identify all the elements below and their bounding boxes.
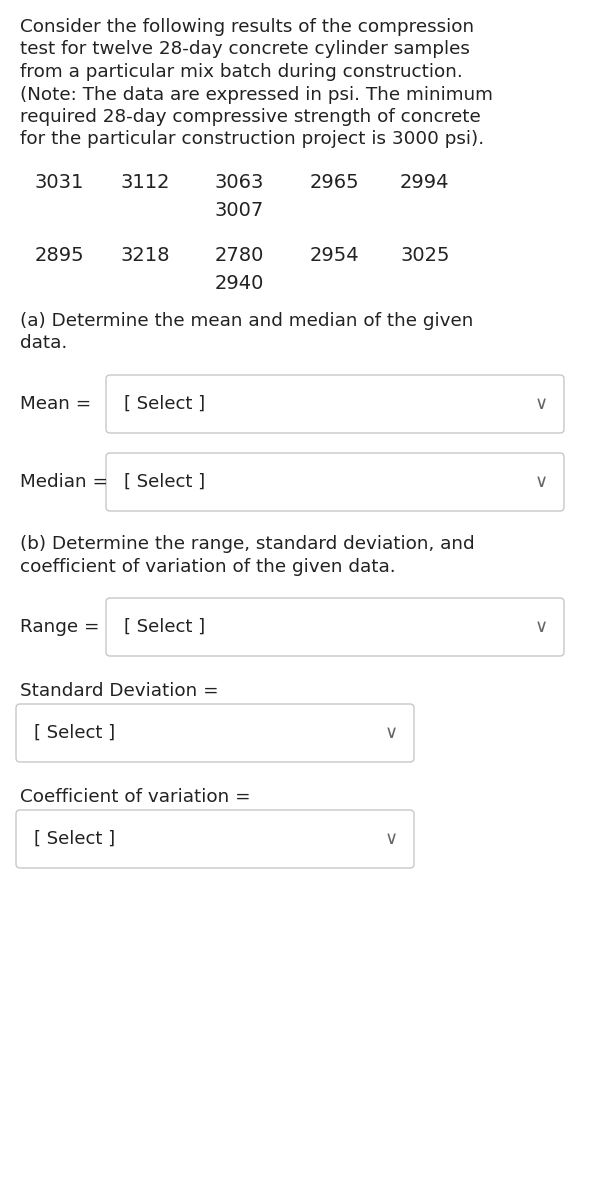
Text: Consider the following results of the compression: Consider the following results of the co…	[20, 18, 474, 36]
Text: 3112: 3112	[120, 173, 170, 192]
Text: ∨: ∨	[535, 473, 548, 491]
Text: Standard Deviation =: Standard Deviation =	[20, 682, 218, 700]
Text: (b) Determine the range, standard deviation, and: (b) Determine the range, standard deviat…	[20, 535, 475, 553]
Text: [ Select ]: [ Select ]	[34, 724, 115, 742]
Text: Mean =: Mean =	[20, 395, 91, 413]
Text: Coefficient of variation =: Coefficient of variation =	[20, 788, 250, 806]
Text: ∨: ∨	[385, 830, 398, 848]
Text: 3031: 3031	[35, 173, 84, 192]
Text: required 28-day compressive strength of concrete: required 28-day compressive strength of …	[20, 108, 481, 126]
Text: 2895: 2895	[35, 246, 84, 265]
FancyBboxPatch shape	[106, 374, 564, 433]
Text: for the particular construction project is 3000 psi).: for the particular construction project …	[20, 131, 484, 149]
Text: Median =: Median =	[20, 473, 108, 491]
Text: [ Select ]: [ Select ]	[124, 473, 205, 491]
Text: coefficient of variation of the given data.: coefficient of variation of the given da…	[20, 558, 396, 576]
Text: [ Select ]: [ Select ]	[124, 395, 205, 413]
Text: test for twelve 28-day concrete cylinder samples: test for twelve 28-day concrete cylinder…	[20, 41, 470, 59]
FancyBboxPatch shape	[106, 598, 564, 656]
Text: ∨: ∨	[385, 724, 398, 742]
Text: [ Select ]: [ Select ]	[34, 830, 115, 848]
Text: 3063: 3063	[215, 173, 264, 192]
Text: from a particular mix batch during construction.: from a particular mix batch during const…	[20, 62, 463, 80]
Text: (Note: The data are expressed in psi. The minimum: (Note: The data are expressed in psi. Th…	[20, 85, 493, 103]
Text: 2780: 2780	[215, 246, 264, 265]
Text: Range =: Range =	[20, 618, 99, 636]
Text: 2994: 2994	[400, 173, 449, 192]
Text: 2965: 2965	[310, 173, 359, 192]
FancyBboxPatch shape	[106, 452, 564, 511]
Text: data.: data.	[20, 335, 67, 353]
Text: 3218: 3218	[120, 246, 170, 265]
Text: 2954: 2954	[310, 246, 359, 265]
FancyBboxPatch shape	[16, 704, 414, 762]
Text: 3007: 3007	[215, 200, 264, 220]
Text: ∨: ∨	[535, 395, 548, 413]
FancyBboxPatch shape	[16, 810, 414, 868]
Text: (a) Determine the mean and median of the given: (a) Determine the mean and median of the…	[20, 312, 474, 330]
Text: 3025: 3025	[400, 246, 449, 265]
Text: ∨: ∨	[535, 618, 548, 636]
Text: 2940: 2940	[215, 274, 264, 293]
Text: [ Select ]: [ Select ]	[124, 618, 205, 636]
